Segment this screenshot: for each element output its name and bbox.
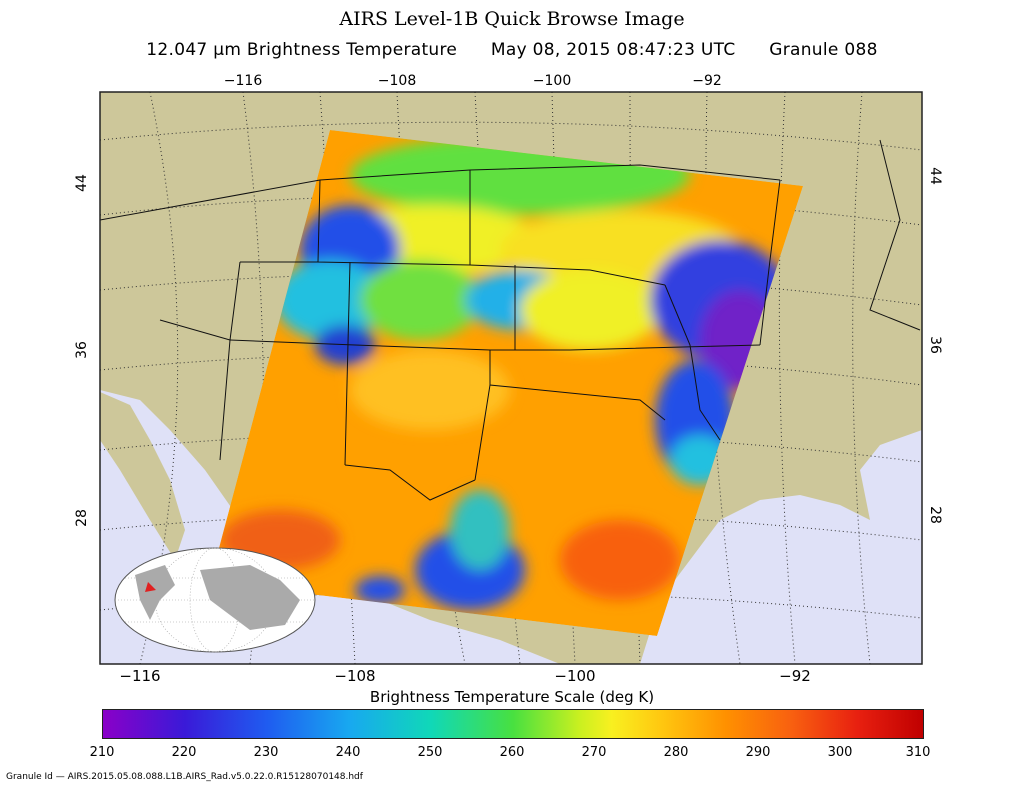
colorbar-tick-300: 300 [827,745,853,760]
inset-globe [114,547,316,653]
colorbar-tick-290: 290 [745,745,771,760]
colorbar-tick-210: 210 [89,745,115,760]
bottom-tick-108: −108 [334,667,376,685]
channel-label: 12.047 µm Brightness Temperature [146,40,458,60]
map-frame [99,91,923,665]
colorbar [102,709,924,739]
brightness-swath [210,130,803,636]
bottom-tick-100: −100 [554,667,596,685]
top-tick-92: −92 [692,73,722,89]
page-title: AIRS Level-1B Quick Browse Image [339,8,685,30]
top-tick-116: −116 [223,73,263,89]
colorbar-tick-270: 270 [581,745,607,760]
colorbar-tick-250: 250 [417,745,443,760]
colorbar-tick-280: 280 [663,745,689,760]
colorbar-tick-220: 220 [171,745,197,760]
datetime-label: May 08, 2015 08:47:23 UTC [490,40,736,60]
baja-peninsula [100,392,185,560]
bottom-tick-92: −92 [779,667,811,685]
granule-id: Granule Id — AIRS.2015.05.08.088.L1B.AIR… [6,772,363,782]
colorbar-tick-310: 310 [905,745,931,760]
page-subtitle: 12.047 µm Brightness Temperature May 08,… [0,40,1024,60]
top-tick-108: −108 [377,73,417,89]
colorbar-tick-260: 260 [499,745,525,760]
borders [100,139,921,501]
colorbar-tick-230: 230 [253,745,279,760]
colorbar-label: Brightness Temperature Scale (deg K) [369,688,655,706]
colorbar-tick-240: 240 [335,745,361,760]
location-marker [145,582,156,592]
top-tick-100: −100 [532,73,572,89]
granule-label: Granule 088 [769,40,878,60]
bottom-tick-116: −116 [119,667,161,685]
